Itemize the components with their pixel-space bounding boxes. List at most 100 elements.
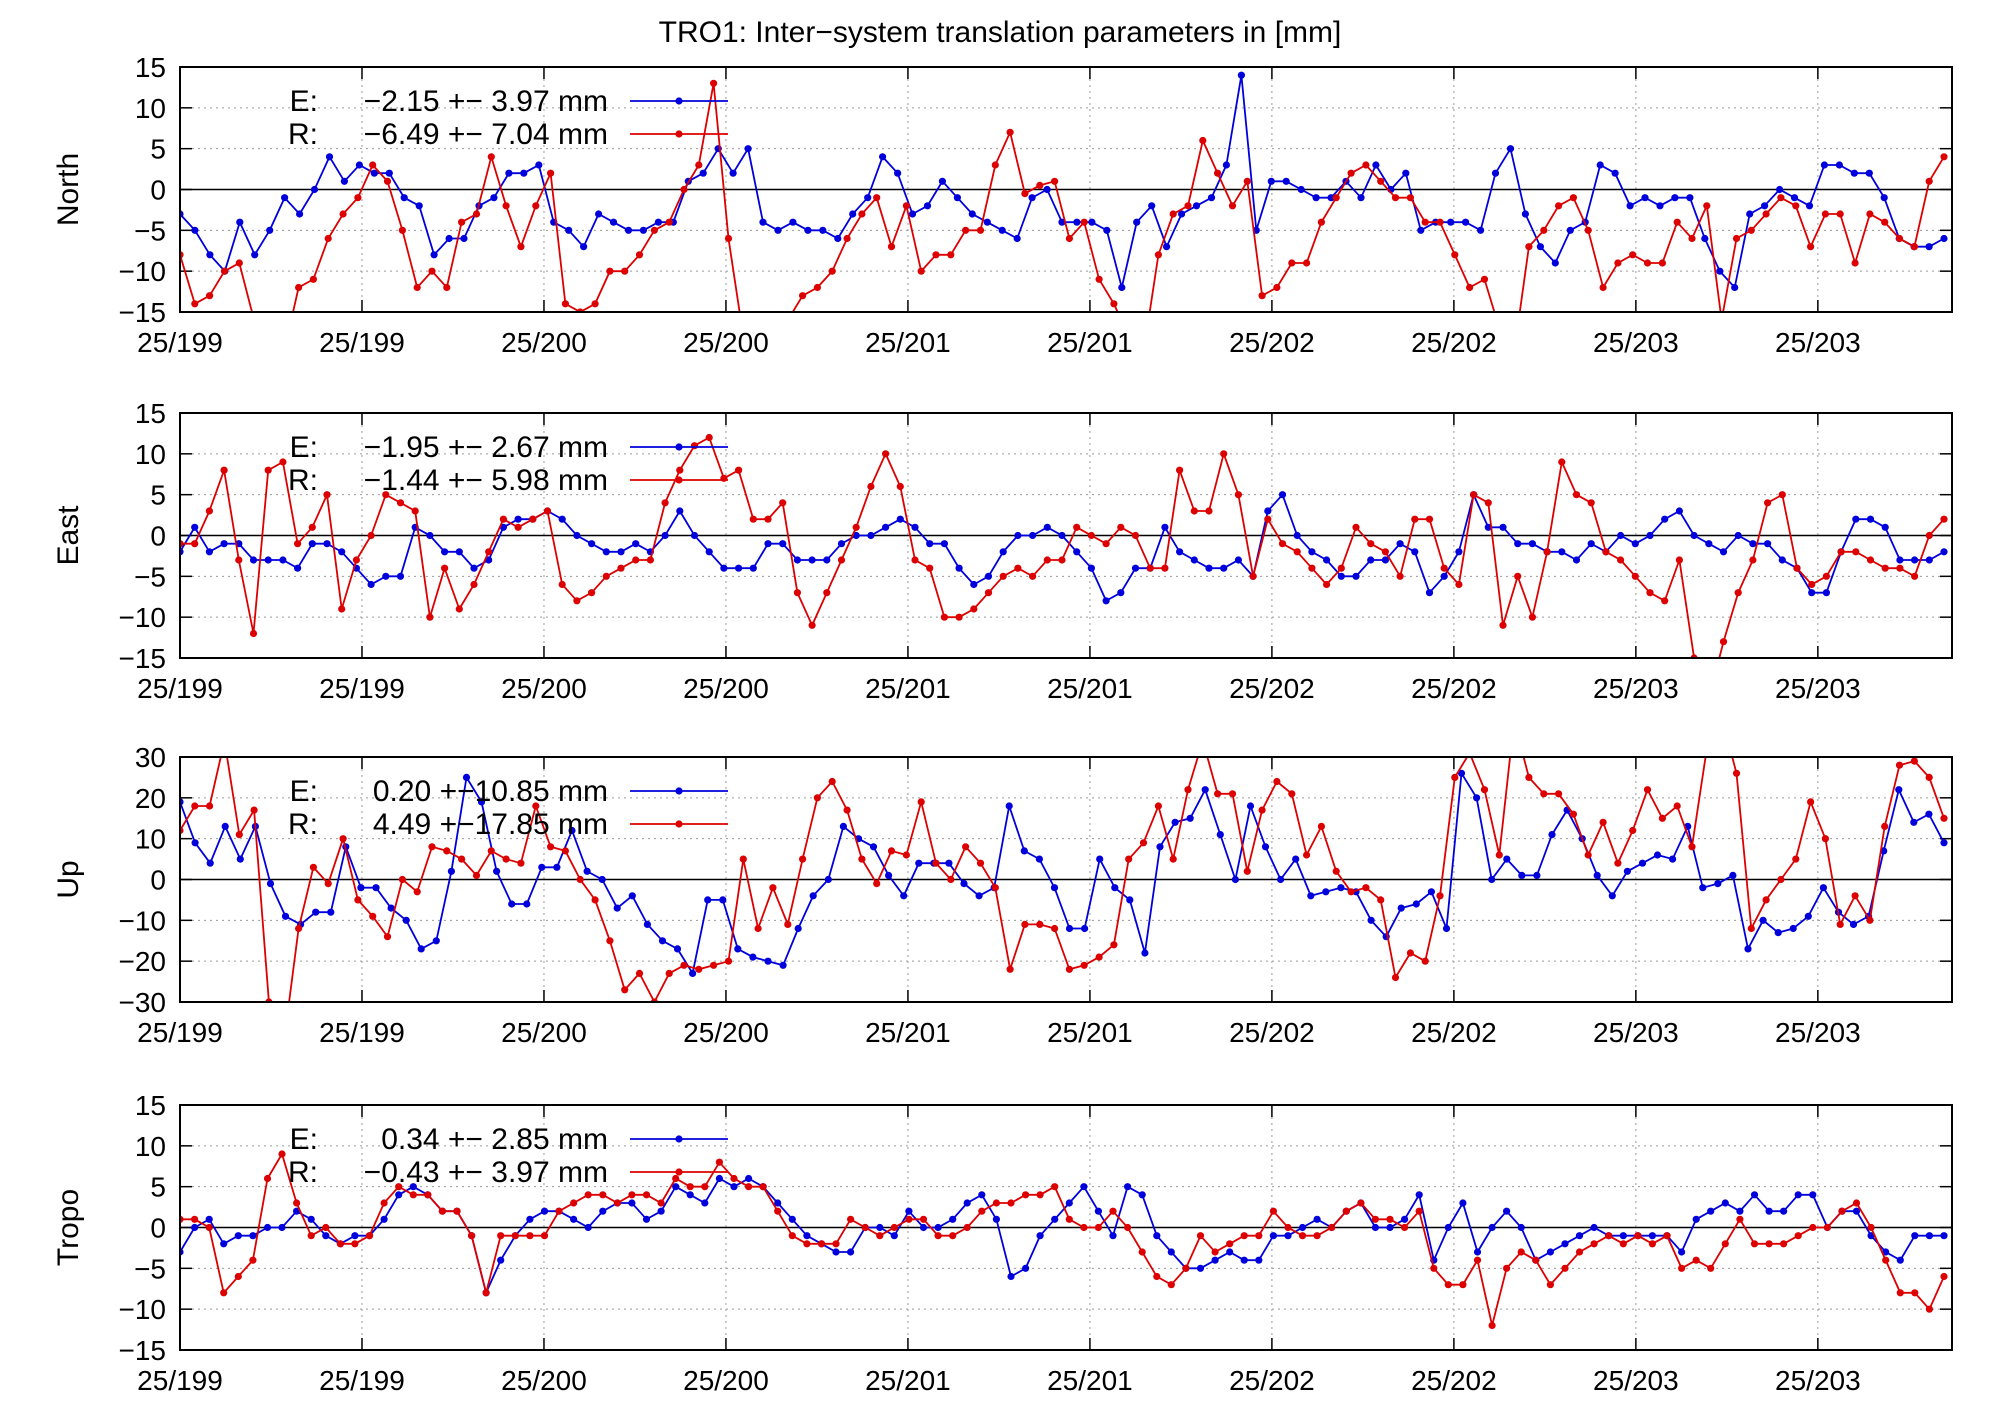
data-point-e [1196, 1264, 1205, 1272]
data-point-r [235, 259, 243, 267]
legend-text: 0.34 +− 2.85 mm [381, 1123, 608, 1156]
data-point-r [1401, 1223, 1409, 1232]
data-point-r [764, 515, 772, 523]
data-point-e [896, 515, 904, 523]
data-point-e [312, 908, 320, 916]
data-point-r [502, 202, 510, 210]
data-point-e [1881, 523, 1889, 531]
data-point-e [984, 572, 993, 580]
data-point-r [1911, 1289, 1919, 1297]
data-point-r [309, 863, 317, 871]
x-tick-label: 25/201 [865, 1017, 951, 1048]
data-point-e [624, 226, 633, 234]
data-point-e [1176, 548, 1184, 556]
data-point-r [413, 283, 421, 292]
data-point-r [1243, 867, 1251, 875]
data-point-r [858, 210, 866, 218]
data-point-r [1169, 855, 1177, 863]
data-point-e [764, 957, 772, 965]
data-point-r [249, 629, 258, 638]
data-point-r [1022, 1191, 1030, 1199]
data-point-e [294, 564, 302, 572]
data-point-r [813, 283, 822, 292]
data-point-r [1762, 210, 1770, 218]
data-point-e [1131, 564, 1140, 572]
data-point-r [398, 226, 406, 234]
data-point-r [1866, 916, 1874, 924]
data-point-r [650, 226, 659, 234]
legend-swatch-point [675, 787, 683, 795]
data-point-r [1284, 1223, 1292, 1232]
data-point-r [234, 1272, 242, 1281]
x-tick-label: 25/203 [1775, 327, 1861, 358]
data-point-r [710, 961, 718, 969]
data-point-e [1780, 1207, 1788, 1215]
data-point-r [1205, 507, 1213, 515]
data-point-r [672, 1174, 680, 1183]
data-point-r [1169, 210, 1177, 218]
data-point-r [632, 556, 640, 564]
data-point-r [621, 267, 629, 275]
data-point-r [561, 300, 570, 308]
data-point-e [1153, 1232, 1161, 1240]
data-point-e [949, 1215, 957, 1223]
data-point-r [932, 251, 940, 259]
data-point-e [340, 177, 348, 185]
data-point-e [1178, 210, 1186, 218]
data-point-e [1043, 185, 1051, 194]
data-point-e [1207, 194, 1216, 202]
data-point-e [1111, 884, 1119, 892]
legend-key: E: [290, 775, 318, 808]
legend-swatch-point [675, 1135, 683, 1143]
data-point-e [774, 1199, 782, 1207]
data-point-r [428, 267, 436, 275]
data-point-e [1462, 218, 1470, 226]
data-point-r [1138, 1248, 1146, 1256]
data-point-e [1506, 145, 1515, 153]
x-tick-label: 25/200 [501, 673, 587, 704]
data-point-e [1065, 1199, 1073, 1207]
data-point-r [606, 267, 614, 275]
data-point-e [191, 226, 199, 234]
data-point-r [799, 292, 807, 300]
x-tick-label: 25/199 [319, 1365, 405, 1396]
data-point-e [839, 822, 848, 831]
data-point-e [1337, 572, 1345, 580]
data-point-r [873, 880, 881, 888]
data-point-e [879, 153, 887, 161]
data-point-r [1182, 1264, 1190, 1272]
data-point-e [1521, 210, 1529, 218]
data-point-e [793, 556, 802, 564]
x-tick-label: 25/200 [683, 327, 769, 358]
data-point-e [568, 826, 576, 835]
data-point-e [1925, 556, 1933, 564]
data-point-r [205, 507, 213, 515]
data-point-r [1154, 802, 1162, 810]
plot-frame [179, 66, 1953, 313]
data-point-r [1881, 822, 1889, 831]
data-point-r [976, 226, 985, 234]
x-tick-label: 25/199 [319, 1017, 405, 1048]
data-point-r [191, 1215, 199, 1223]
data-point-e [1656, 202, 1664, 210]
data-point-e [455, 548, 463, 556]
data-point-r [249, 1256, 257, 1264]
data-point-r [745, 1183, 753, 1191]
data-point-r [635, 969, 644, 978]
data-point-r [1590, 1240, 1598, 1248]
data-point-e [1638, 859, 1647, 867]
data-point-r [759, 1183, 767, 1191]
data-point-r [1838, 1207, 1846, 1215]
data-point-e [1925, 1232, 1933, 1240]
y-tick-label: −10 [119, 905, 167, 936]
data-point-e [1051, 1215, 1059, 1223]
data-point-r [1440, 564, 1448, 572]
data-point-r [1110, 941, 1118, 949]
data-point-e [1205, 564, 1213, 572]
x-tick-label: 25/203 [1775, 1365, 1861, 1396]
data-point-r [265, 333, 272, 340]
data-point-e [307, 1215, 315, 1223]
data-point-r [962, 843, 970, 851]
data-point-r [858, 855, 866, 863]
data-point-e [553, 863, 561, 871]
